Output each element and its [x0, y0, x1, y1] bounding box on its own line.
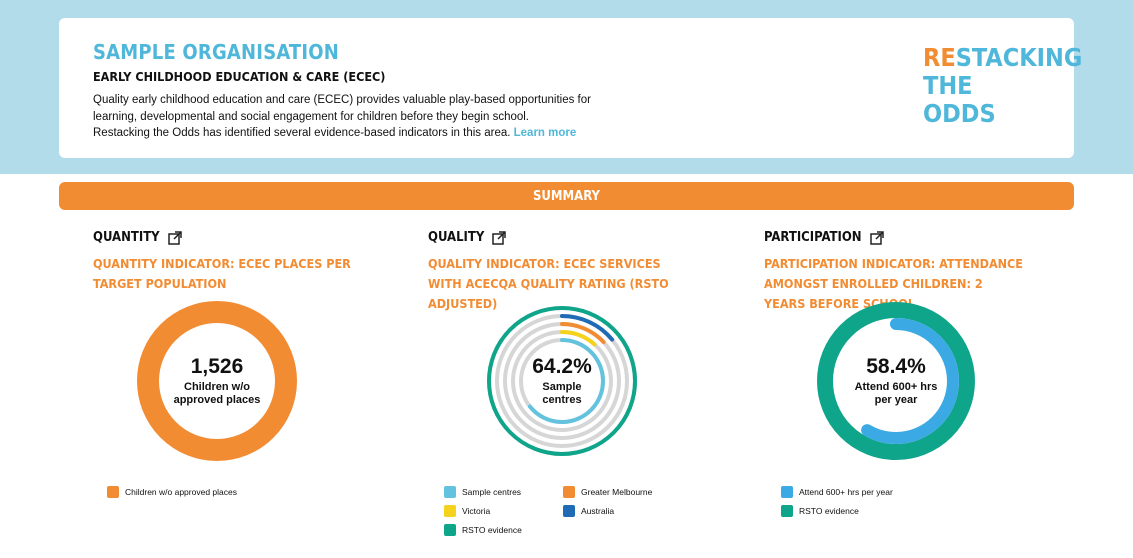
quality-value: 64.2%: [532, 355, 592, 378]
value-label: Sample: [542, 381, 582, 393]
victoria-arc: [511, 330, 613, 432]
legend-swatch: [444, 524, 456, 536]
legend-swatch: [107, 486, 119, 498]
attend-600-hrs-per-year-arc: [833, 318, 959, 444]
legend-swatch: [444, 505, 456, 517]
external-link-icon[interactable]: [167, 230, 182, 245]
rsto-evidence-arc: [817, 302, 975, 460]
value-label: Attend 600+ hrs: [854, 381, 938, 393]
participation-value: 58.4%: [866, 355, 926, 378]
section-title: PARTICIPATION: [764, 230, 862, 245]
value-label: centres: [542, 394, 582, 406]
value-label: approved places: [173, 394, 261, 406]
quantity-donut-chart: [137, 301, 297, 461]
legend-label: RSTO evidence: [799, 506, 859, 516]
legend-swatch: [444, 486, 456, 498]
domain-title: EARLY CHILDHOOD EDUCATION & CARE (ECEC): [93, 69, 386, 84]
logo-text: RE: [923, 43, 956, 72]
quality-donut-chart: [487, 306, 637, 456]
legend-label: Attend 600+ hrs per year: [799, 487, 893, 497]
external-link-icon[interactable]: [869, 230, 884, 245]
section-title: QUANTITY: [93, 230, 160, 245]
participation-donut: 58.4% Attend 600+ hrs per year: [815, 300, 977, 467]
australia-arc: [495, 314, 629, 448]
org-name: SAMPLE ORGANISATION: [93, 40, 340, 64]
logo-text: THE: [923, 71, 973, 100]
value-label: Children w/o: [184, 381, 250, 393]
legend-label: Sample centres: [462, 487, 522, 497]
children-without-places-ring: [137, 301, 297, 461]
participation-donut-chart: [817, 302, 975, 460]
legend-label: RSTO evidence: [462, 525, 522, 535]
legend-swatch: [781, 505, 793, 517]
description-line: learning, developmental and social engag…: [93, 110, 530, 123]
summary-bar: SUMMARY: [59, 182, 1074, 210]
legend-item[interactable]: RSTO evidence: [781, 505, 859, 517]
description-line: Restacking the Odds has identified sever…: [93, 125, 653, 142]
legend-item[interactable]: Australia: [563, 505, 614, 517]
legend-item[interactable]: RSTO evidence: [444, 524, 522, 536]
restacking-the-odds-logo[interactable]: RESTACKING THE ODDS: [923, 43, 1082, 128]
legend-item[interactable]: Sample centres: [444, 486, 521, 498]
legend-label: Children w/o approved places: [125, 487, 237, 497]
external-link-icon[interactable]: [492, 230, 507, 245]
sample-centres-arc: [519, 338, 605, 424]
rsto-evidence-arc: [487, 306, 637, 456]
legend-label: Victoria: [462, 506, 491, 516]
header-card: SAMPLE ORGANISATION EARLY CHILDHOOD EDUC…: [59, 18, 1082, 158]
legend-swatch: [563, 486, 575, 498]
value-label: per year: [874, 394, 918, 406]
legend-item[interactable]: Victoria: [444, 505, 490, 517]
logo-text: STACKING: [955, 43, 1083, 72]
quantity-donut: 1,526 Children w/o approved places: [136, 300, 298, 467]
quality-section: QUALITY QUALITY INDICATOR: ECEC SERVICES…: [428, 230, 698, 314]
legend-swatch: [781, 486, 793, 498]
legend-label: Greater Melbourne: [581, 487, 653, 497]
description-line: Quality early childhood education and ca…: [93, 94, 591, 106]
section-title: QUALITY: [428, 230, 485, 245]
quality-donut: 64.2% Sample centres: [481, 300, 643, 467]
summary-label: SUMMARY: [532, 188, 601, 204]
legend-item[interactable]: Attend 600+ hrs per year: [781, 486, 893, 498]
greater-melbourne-arc: [503, 322, 621, 440]
domain-description: Quality early childhood education and ca…: [93, 92, 653, 142]
legend-swatch: [563, 505, 575, 517]
logo-text: ODDS: [923, 99, 996, 128]
indicator-title: QUALITY INDICATOR: ECEC SERVICES WITH AC…: [428, 256, 669, 311]
legend-item[interactable]: Children w/o approved places: [107, 486, 237, 498]
legend-item[interactable]: Greater Melbourne: [563, 486, 652, 498]
learn-more-link[interactable]: Learn more: [513, 127, 577, 139]
description-text: Restacking the Odds has identified sever…: [93, 127, 511, 139]
quantity-value: 1,526: [190, 355, 244, 378]
quantity-section: QUANTITY QUANTITY INDICATOR: ECEC PLACES…: [93, 230, 363, 294]
legend-label: Australia: [581, 506, 615, 516]
indicator-title: QUANTITY INDICATOR: ECEC PLACES PER TARG…: [93, 256, 351, 291]
